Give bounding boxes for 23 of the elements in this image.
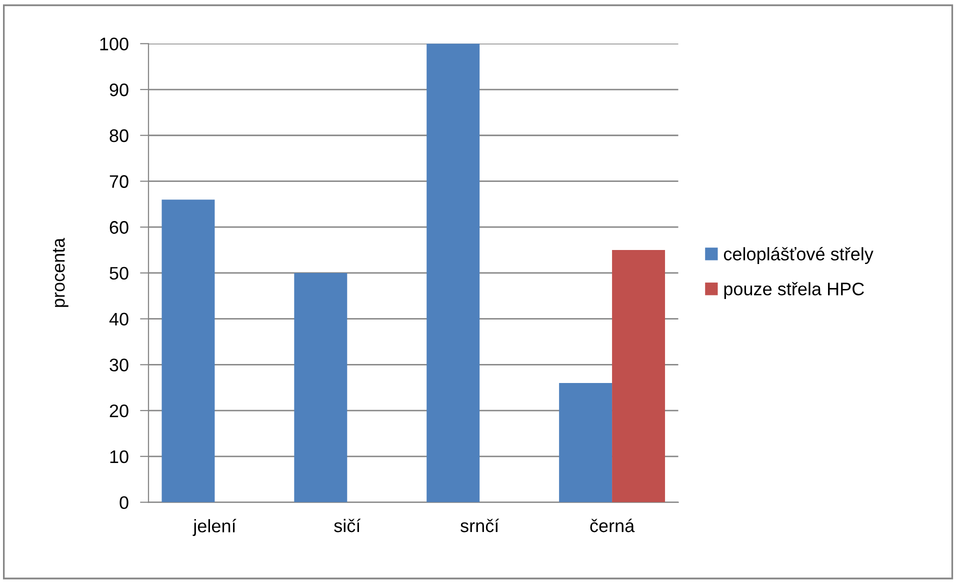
y-tick-label: 70 — [110, 175, 128, 188]
y-tick-label: 80 — [110, 129, 128, 142]
x-tick-label: sičí — [334, 518, 361, 532]
bar — [559, 383, 612, 502]
y-tick-label: 40 — [109, 312, 128, 326]
x-tick-label: jelení — [192, 518, 236, 536]
y-tick-label: 60 — [110, 221, 128, 234]
y-tick-label: 90 — [110, 83, 128, 96]
legend-label: pouze střela HPC — [724, 282, 864, 299]
y-tick-label: 20 — [110, 404, 128, 418]
x-tick-label: černá — [590, 518, 635, 532]
bar — [162, 200, 215, 502]
y-tick-label: 10 — [110, 450, 128, 464]
y-tick-label: 0 — [120, 496, 128, 509]
x-tick-label: srnčí — [460, 518, 500, 532]
bar — [294, 272, 348, 502]
bar — [612, 250, 666, 502]
y-tick-label: 100 — [100, 38, 128, 50]
y-axis-title: procenta — [52, 238, 68, 307]
y-tick-label: 50 — [110, 266, 128, 280]
bar — [426, 44, 480, 502]
legend-label: celoplášťové střely — [724, 246, 874, 264]
y-tick-label: 30 — [110, 358, 128, 372]
